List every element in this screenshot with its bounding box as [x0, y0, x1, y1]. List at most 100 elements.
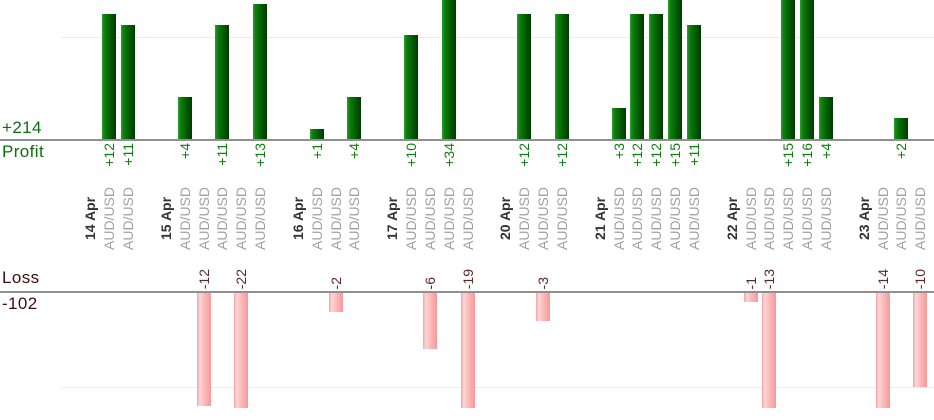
- symbol-label: AUD/USD: [553, 186, 570, 250]
- profit-value-label: +11: [214, 143, 231, 166]
- symbol-label: AUD/USD: [685, 186, 702, 250]
- symbol-label: AUD/USD: [101, 186, 118, 250]
- profit-axis-line: [0, 139, 934, 141]
- profit-value-label: +10: [403, 143, 420, 167]
- symbol-label: AUD/USD: [176, 186, 193, 250]
- loss-bar: [196, 293, 211, 406]
- profit-bar: [517, 14, 532, 139]
- loss-bar: [762, 293, 777, 408]
- loss-bar: [422, 293, 437, 349]
- profit-value-label: +4: [346, 143, 363, 159]
- profit-bar: [630, 14, 645, 139]
- symbol-label: AUD/USD: [817, 186, 834, 250]
- loss-bar: [460, 293, 475, 408]
- profit-bar: [818, 97, 833, 139]
- profit-value-label: +34: [440, 143, 457, 167]
- symbol-label: AUD/USD: [308, 186, 325, 250]
- symbol-label: AUD/USD: [629, 186, 646, 250]
- symbol-label: AUD/USD: [893, 186, 910, 250]
- symbol-label: AUD/USD: [535, 186, 552, 250]
- profit-bar: [253, 4, 268, 139]
- date-label: 23 Apr: [855, 196, 872, 240]
- profit-value-label: +1: [308, 143, 325, 159]
- profit-bar: [347, 97, 362, 139]
- loss-gridline: [62, 387, 934, 388]
- date-label: 16 Apr: [289, 196, 306, 240]
- profit-bar: [121, 25, 136, 139]
- loss-value-label: -1: [742, 276, 759, 289]
- profit-value-label: +15: [780, 143, 797, 167]
- symbol-label: AUD/USD: [648, 186, 665, 250]
- date-label: 22 Apr: [723, 196, 740, 240]
- profit-value-label: +12: [516, 143, 533, 167]
- symbol-label: AUD/USD: [761, 186, 778, 250]
- date-label: 15 Apr: [157, 196, 174, 240]
- loss-bar: [875, 293, 890, 408]
- profit-bar: [215, 25, 230, 139]
- symbol-label: AUD/USD: [742, 186, 759, 250]
- date-label: 21 Apr: [591, 196, 608, 240]
- profit-bar: [611, 108, 626, 139]
- loss-value-label: -10: [912, 268, 929, 289]
- symbol-label: AUD/USD: [667, 186, 684, 250]
- loss-value-label: -2: [327, 276, 344, 289]
- loss-bar: [234, 293, 249, 408]
- loss-value-label: -22: [233, 268, 250, 289]
- symbol-label: AUD/USD: [252, 186, 269, 250]
- symbol-label: AUD/USD: [120, 186, 137, 250]
- loss-value-label: -12: [195, 268, 212, 289]
- symbol-label: AUD/USD: [346, 186, 363, 250]
- profit-value-label: +2: [893, 143, 910, 159]
- symbol-label: AUD/USD: [874, 186, 891, 250]
- profit-value-label: +16: [799, 143, 816, 167]
- profit-value-label: +11: [685, 143, 702, 166]
- loss-axis-line: [0, 291, 934, 293]
- profit-bar: [404, 35, 419, 139]
- profit-value-label: +12: [101, 143, 118, 167]
- date-label: 20 Apr: [497, 196, 514, 240]
- symbol-label: AUD/USD: [610, 186, 627, 250]
- loss-bar: [328, 293, 343, 312]
- symbol-label: AUD/USD: [233, 186, 250, 250]
- symbol-label: AUD/USD: [403, 186, 420, 250]
- symbol-label: AUD/USD: [214, 186, 231, 250]
- loss-axis-title: Loss: [2, 268, 40, 287]
- loss-value-label: -13: [761, 268, 778, 289]
- profit-value-label: +12: [553, 143, 570, 167]
- loss-value-label: -3: [535, 276, 552, 289]
- profit-bar: [894, 118, 909, 139]
- profit-value-label: +11: [120, 143, 137, 166]
- profit-value-label: +15: [667, 143, 684, 167]
- profit-gridline: [62, 37, 934, 38]
- profit-bar: [177, 97, 192, 139]
- profit-bar: [649, 14, 664, 139]
- profit-bar: [441, 0, 456, 139]
- date-label: 14 Apr: [82, 196, 99, 240]
- symbol-label: AUD/USD: [440, 186, 457, 250]
- symbol-label: AUD/USD: [912, 186, 929, 250]
- profit-value-label: +13: [252, 143, 269, 167]
- profit-bar: [309, 129, 324, 139]
- profit-total: +214: [2, 118, 42, 137]
- profit-value-label: +4: [817, 143, 834, 159]
- loss-bar: [536, 293, 551, 321]
- symbol-label: AUD/USD: [780, 186, 797, 250]
- profit-bar: [102, 14, 117, 139]
- profit-axis-title: Profit: [2, 142, 45, 161]
- profit-bar: [800, 0, 815, 139]
- loss-value-label: -6: [421, 276, 438, 289]
- profit-bar: [668, 0, 683, 139]
- symbol-label: AUD/USD: [195, 186, 212, 250]
- symbol-label: AUD/USD: [327, 186, 344, 250]
- symbol-label: AUD/USD: [516, 186, 533, 250]
- loss-value-label: -14: [874, 268, 891, 289]
- loss-total: -102: [2, 294, 38, 313]
- profit-value-label: +4: [176, 143, 193, 159]
- profit-value-label: +12: [648, 143, 665, 167]
- symbol-label: AUD/USD: [421, 186, 438, 250]
- symbol-label: AUD/USD: [799, 186, 816, 250]
- loss-bar: [743, 293, 758, 302]
- profit-value-label: +12: [629, 143, 646, 167]
- loss-bar: [913, 293, 928, 387]
